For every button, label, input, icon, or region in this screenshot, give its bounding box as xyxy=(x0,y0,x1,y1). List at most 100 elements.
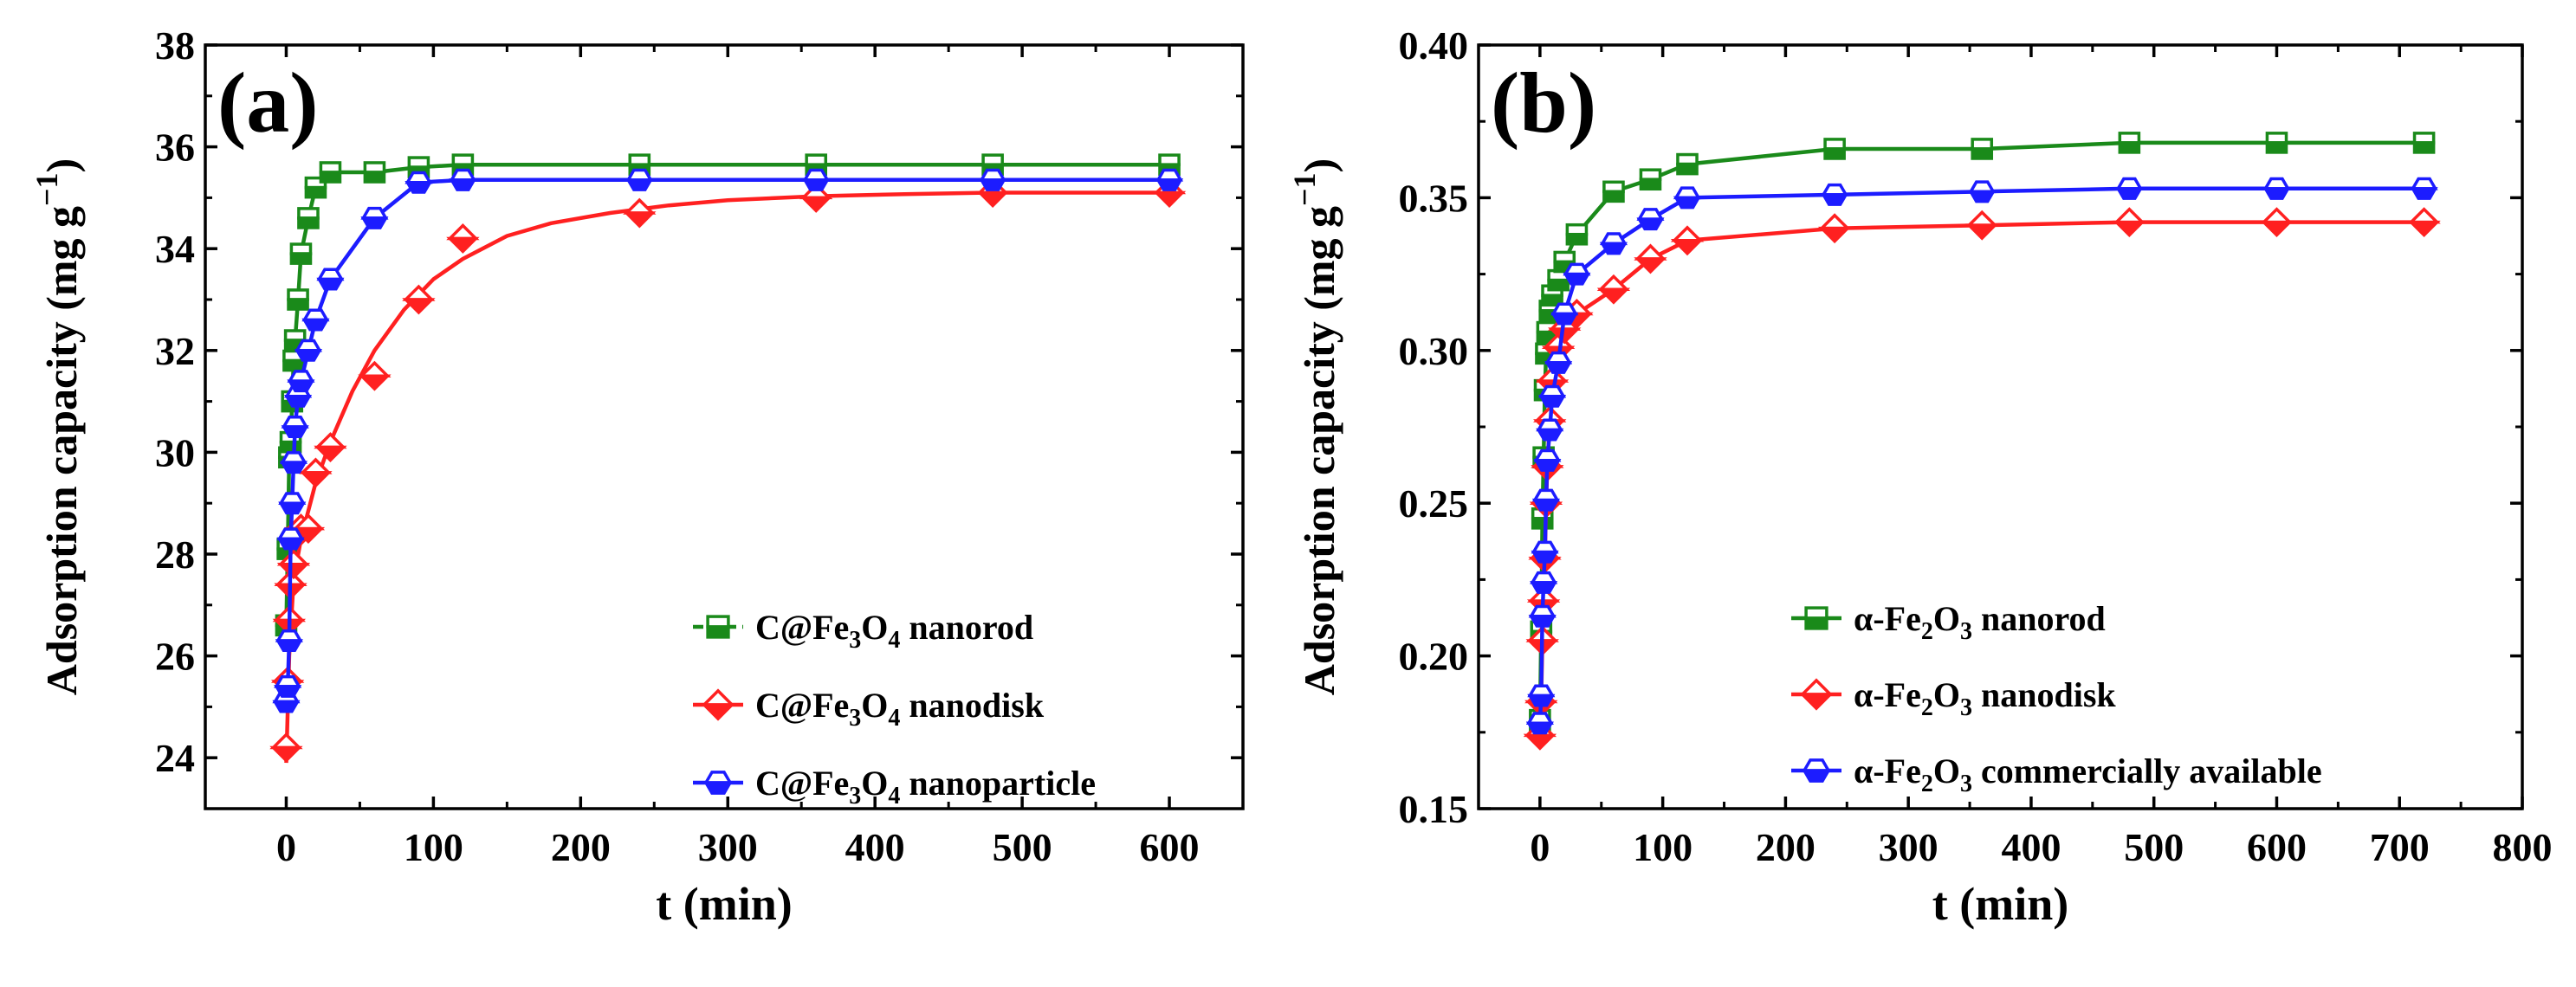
legend-text: O xyxy=(1933,599,1960,638)
y-axis-label-main: Adsorption capacity (mg g xyxy=(37,206,86,695)
data-point-bottom xyxy=(1528,614,1557,628)
data-point xyxy=(1536,418,1564,442)
data-point-bottom xyxy=(1152,190,1187,208)
data-point-top xyxy=(2260,207,2294,224)
data-point-bottom xyxy=(1530,581,1558,594)
data-point-bottom xyxy=(1636,217,1665,231)
legend-marker-bottom xyxy=(1801,769,1832,783)
y-tick-label: 26 xyxy=(155,635,195,679)
data-point-bottom xyxy=(319,171,342,184)
data-point-bottom xyxy=(275,639,303,652)
data-point xyxy=(269,732,303,763)
data-point-top xyxy=(269,732,303,750)
legend-text: nanoparticle xyxy=(900,764,1096,803)
data-point xyxy=(799,182,833,213)
data-point-bottom xyxy=(278,501,307,515)
x-tick-label: 200 xyxy=(551,825,611,869)
data-point-bottom xyxy=(2260,220,2294,238)
series-line xyxy=(1537,220,2424,736)
data-point-bottom xyxy=(2407,220,2441,238)
data-point-top xyxy=(402,284,436,301)
data-point xyxy=(446,223,480,254)
data-point xyxy=(2118,132,2141,154)
y-tick-label: 0.20 xyxy=(1399,635,1469,679)
legend-subscript: 3 xyxy=(849,783,861,810)
data-point-bottom xyxy=(1531,550,1559,564)
y-tick-label: 24 xyxy=(155,736,195,780)
data-point-bottom xyxy=(1533,459,1562,472)
legend-entry: C@Fe3O4 nanorod xyxy=(755,608,1033,654)
data-point-bottom xyxy=(287,298,309,311)
data-point-top xyxy=(2113,207,2146,224)
data-point xyxy=(2260,207,2294,238)
data-point-bottom xyxy=(1536,428,1564,442)
legend-subscript: 4 xyxy=(888,783,900,810)
data-point-bottom xyxy=(1676,162,1699,176)
x-tick-label: 300 xyxy=(698,825,758,869)
legend-marker-bottom xyxy=(706,625,730,639)
data-point xyxy=(2265,132,2288,154)
data-point-bottom xyxy=(284,394,313,408)
data-point xyxy=(1528,604,1557,628)
legend-marker xyxy=(706,615,730,639)
data-point-bottom xyxy=(276,537,305,551)
legend-text: O xyxy=(861,764,888,803)
legend-subscript: 3 xyxy=(1960,771,1972,797)
legend-marker xyxy=(1801,758,1832,783)
legend-subscript: 2 xyxy=(1921,618,1933,645)
legend-text: O xyxy=(861,686,888,725)
plot-frame xyxy=(204,43,1245,810)
data-point-bottom xyxy=(623,211,657,229)
data-point-bottom xyxy=(1531,517,1554,530)
x-tick-label: 400 xyxy=(845,825,905,869)
legend-marker-top xyxy=(706,615,730,629)
data-point-bottom xyxy=(2118,141,2141,154)
data-point-bottom xyxy=(1971,147,1994,160)
data-point-bottom xyxy=(301,318,330,332)
data-point-bottom xyxy=(279,461,307,474)
y-tick-label: 0.35 xyxy=(1399,176,1469,220)
legend-marker xyxy=(1804,606,1828,630)
legend-subscript: 3 xyxy=(1960,694,1972,721)
legend-entry: α-Fe2O3 nanodisk xyxy=(1854,675,2116,721)
data-point-top xyxy=(1817,213,1852,230)
legend-text: O xyxy=(861,608,888,647)
data-point-bottom xyxy=(1634,257,1667,274)
y-tick-label: 30 xyxy=(155,430,195,474)
data-point xyxy=(1634,243,1667,274)
data-point xyxy=(289,242,313,265)
data-point-bottom xyxy=(358,374,392,391)
x-axis-label: t (min) xyxy=(1932,878,2068,930)
data-point xyxy=(1155,168,1184,191)
legend-subscript: 2 xyxy=(1921,771,1933,797)
data-point xyxy=(319,161,342,184)
data-point xyxy=(278,492,307,515)
data-point xyxy=(2407,207,2441,238)
data-point-bottom xyxy=(1965,223,1999,241)
legend-text: nanorod xyxy=(1972,599,2106,638)
legend-text: α-Fe xyxy=(1854,675,1921,714)
data-point-top xyxy=(2407,207,2441,224)
series-0 xyxy=(275,153,1181,637)
data-point xyxy=(802,168,831,191)
data-point-bottom xyxy=(1563,272,1591,286)
data-point-bottom xyxy=(1817,226,1852,244)
legend-text: O xyxy=(1933,752,1960,790)
legend-marker xyxy=(702,771,734,795)
data-point-bottom xyxy=(405,181,433,194)
data-point-bottom xyxy=(2113,220,2146,238)
data-point xyxy=(1965,210,1999,241)
legend-entry: α-Fe2O3 nanorod xyxy=(1854,599,2106,645)
data-point-bottom xyxy=(272,700,301,713)
data-point-bottom xyxy=(1538,394,1567,408)
series-2 xyxy=(272,168,1184,713)
data-point-bottom xyxy=(979,178,1007,191)
data-point xyxy=(360,206,389,229)
legend-subscript: 2 xyxy=(1921,694,1933,721)
legend-entry: α-Fe2O3 commercially available xyxy=(1854,752,2322,797)
x-tick-label: 0 xyxy=(1530,825,1550,869)
legend-text: nanodisk xyxy=(900,686,1044,725)
data-point xyxy=(299,457,333,488)
data-point-bottom xyxy=(299,471,333,488)
